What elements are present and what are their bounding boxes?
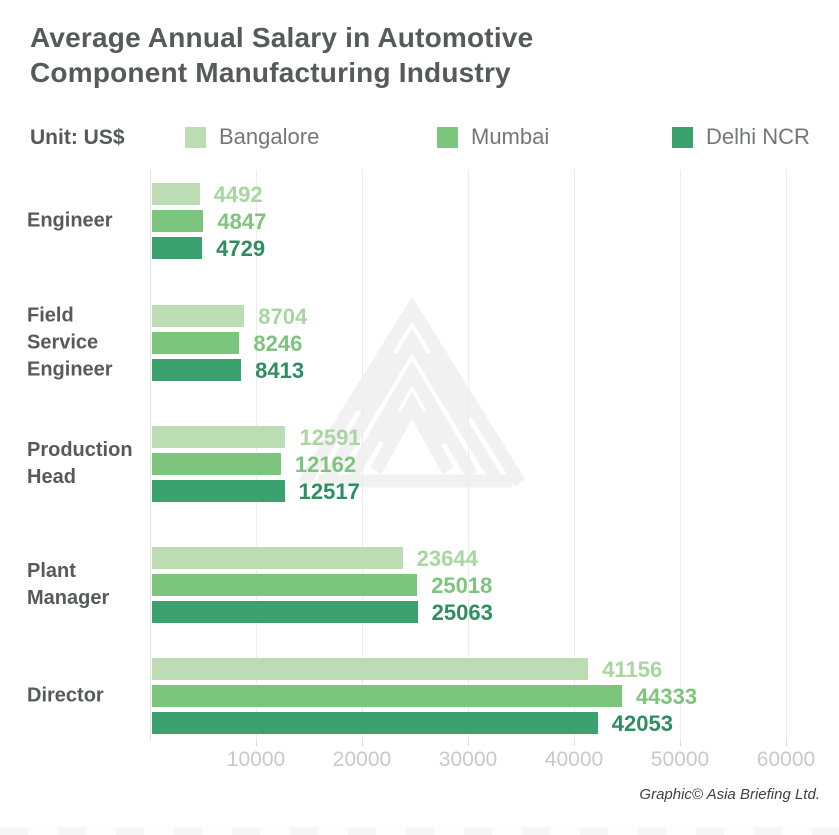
legend: Unit: US$ Bangalore Mumbai Delhi NCR [0, 124, 839, 150]
x-tick-mark [362, 740, 363, 746]
bar-value-label: 4729 [216, 236, 266, 261]
bar-bangalore [152, 305, 245, 327]
credit: Graphic© Asia Briefing Ltd. [639, 786, 820, 803]
legend-item-mumbai: Mumbai [437, 124, 549, 150]
legend-label: Delhi NCR [706, 124, 810, 149]
bar-delhi-ncr [152, 712, 598, 734]
bar-value-label: 23644 [416, 546, 478, 571]
gridline [468, 170, 469, 740]
legend-item-delhi-ncr: Delhi NCR [672, 124, 810, 150]
bar-delhi-ncr [152, 237, 203, 259]
bar-value-label: 4492 [213, 182, 263, 207]
chart-title: Average Annual Salary in Automotive Comp… [30, 22, 534, 88]
category-label: Engineer [27, 209, 113, 232]
bar-value-label: 44333 [635, 684, 698, 709]
legend-label: Bangalore [219, 124, 320, 149]
bar-delhi-ncr [152, 601, 418, 623]
x-tick-mark [574, 740, 575, 746]
category-label: Plant Manager [27, 560, 110, 609]
bar-mumbai [152, 685, 622, 707]
bar-delhi-ncr [152, 359, 242, 381]
x-tick-label: 30000 [438, 748, 498, 771]
x-tick-label: 60000 [756, 748, 816, 771]
bars-container: 12591 12162 12517 [150, 425, 827, 504]
x-tick-mark [680, 740, 681, 746]
x-tick-mark [256, 740, 257, 746]
bar-delhi-ncr [152, 480, 285, 502]
bar-value-label: 8704 [258, 304, 308, 329]
x-tick-mark [786, 740, 787, 746]
bar-value-label: 8246 [253, 331, 303, 356]
bar-mumbai [152, 574, 418, 596]
bar-value-label: 25063 [431, 600, 493, 625]
bar-group-engineer: Engineer 4492 4847 4729 [27, 182, 827, 261]
bar-group-director: Director 41156 44333 42053 [27, 657, 827, 736]
bar-value-label: 25018 [431, 573, 493, 598]
bars-container: 4492 4847 4729 [150, 182, 827, 261]
legend-label: Mumbai [471, 124, 550, 149]
watermark-logo [298, 293, 526, 498]
gridline [680, 170, 681, 740]
category-label: Director [27, 684, 104, 707]
legend-swatch-icon [437, 126, 458, 148]
bars-container: 23644 25018 25063 [150, 546, 827, 625]
x-tick-mark [468, 740, 469, 746]
bars-container: 8704 8246 8413 [150, 304, 827, 383]
bar-value-label: 4847 [217, 209, 267, 234]
bar-group-plant-manager: Plant Manager 23644 25018 25063 [27, 546, 827, 625]
category-label: Production Head [27, 439, 133, 488]
category-label: Field Service Engineer [27, 304, 113, 381]
bar-group-field-service-engineer: Field Service Engineer 8704 8246 8413 [27, 304, 827, 383]
bottom-edge-strip [0, 827, 839, 835]
bar-mumbai [152, 210, 204, 232]
bar-value-label: 42053 [611, 711, 673, 736]
bar-bangalore [152, 547, 403, 569]
legend-swatch-icon [672, 126, 693, 148]
x-tick-label: 20000 [332, 748, 392, 771]
gridline [786, 170, 787, 740]
bar-value-label: 41156 [602, 657, 663, 682]
unit-label: Unit: US$ [30, 126, 125, 149]
bars-container: 41156 44333 42053 [150, 657, 827, 736]
bar-value-label: 12591 [299, 425, 361, 450]
bar-value-label: 12517 [298, 479, 360, 504]
bar-bangalore [152, 426, 286, 448]
legend-item-bangalore: Bangalore [185, 124, 319, 150]
bar-mumbai [152, 453, 281, 475]
x-tick-label: 50000 [650, 748, 710, 771]
x-tick-label: 10000 [226, 748, 286, 771]
bar-bangalore [152, 183, 200, 205]
bar-value-label: 8413 [255, 358, 305, 383]
bar-mumbai [152, 332, 240, 354]
bar-value-label: 12162 [294, 452, 357, 477]
bar-group-production-head: Production Head 12591 12162 12517 [27, 425, 827, 504]
y-axis-line [150, 170, 151, 740]
gridline [574, 170, 575, 740]
gridline [362, 170, 363, 740]
x-tick-label: 40000 [544, 748, 604, 771]
legend-swatch-icon [185, 126, 206, 148]
bar-bangalore [152, 658, 589, 680]
